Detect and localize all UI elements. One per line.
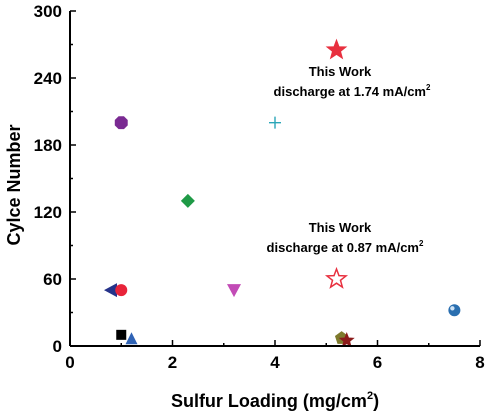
x-tick-label: 0 (65, 353, 74, 372)
data-point-triangle-up (125, 332, 138, 345)
x-tick-label: 8 (475, 353, 484, 372)
y-tick-label: 60 (43, 270, 62, 289)
x-tick-label: 4 (270, 353, 280, 372)
x-tick-label: 6 (373, 353, 382, 372)
sphere-highlight (450, 306, 455, 311)
data-points-layer (104, 38, 461, 348)
y-tick-label: 0 (53, 337, 62, 356)
data-point-diamond (180, 193, 195, 208)
data-point-circle (115, 284, 128, 297)
annotation-2-superscript: 2 (419, 239, 424, 248)
x-axis-title-superscript: 2 (367, 390, 373, 402)
data-point-square (116, 329, 127, 340)
y-tick-label: 240 (34, 69, 62, 88)
axis-ticks-layer: 0 2 4 6 8 0 60 120 180 240 300 (34, 2, 485, 372)
data-point-star (324, 266, 349, 289)
y-tick-label: 180 (34, 136, 62, 155)
x-tick-label: 2 (168, 353, 177, 372)
annotation-2-line1: This Work (309, 220, 372, 235)
data-point-octagon (114, 116, 128, 130)
y-axis-title: Cylce Number (4, 124, 24, 245)
data-point-triangle-down (227, 284, 241, 298)
data-point-star (338, 332, 355, 348)
annotation-1-superscript: 2 (426, 83, 431, 92)
annotation-1-line2: discharge at 1.74 mA/cm2 (274, 83, 431, 99)
y-tick-label: 120 (34, 203, 62, 222)
data-point-sphere (448, 304, 461, 317)
data-point-star (325, 38, 348, 60)
x-axis-title: Sulfur Loading (mg/cm2) (171, 390, 379, 411)
y-tick-label: 300 (34, 2, 62, 21)
annotation-1-line1: This Work (309, 64, 372, 79)
data-point-plus (269, 116, 281, 129)
annotation-2-line2: discharge at 0.87 mA/cm2 (267, 239, 424, 255)
x-axis-title-end: ) (373, 391, 379, 411)
data-point-triangle-left (104, 283, 117, 298)
